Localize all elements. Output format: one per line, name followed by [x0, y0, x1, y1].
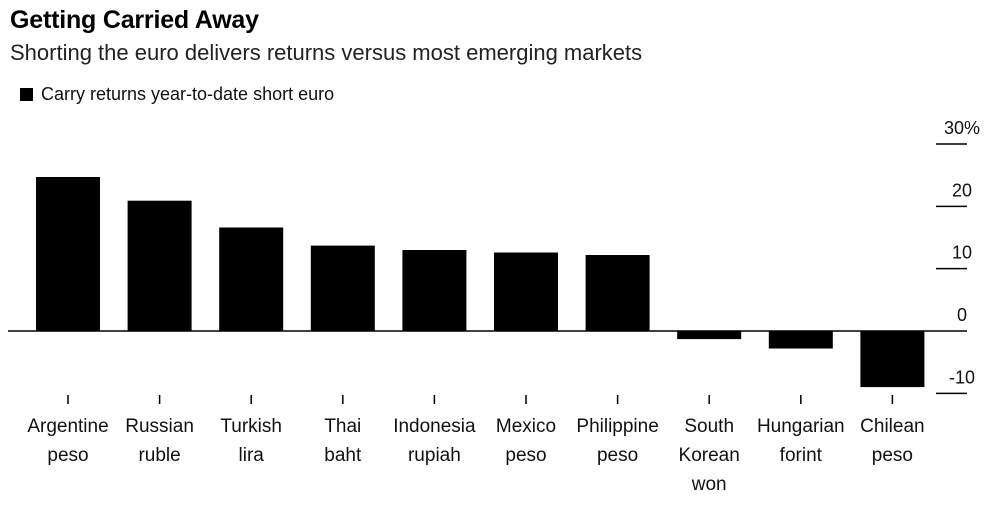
x-tick-label-line: Philippine [576, 416, 658, 437]
x-tick-label-line: Chilean [860, 416, 924, 437]
x-tick-label-2: Turkish lira [220, 416, 282, 466]
x-tick-label-9: Chilean peso [860, 416, 924, 466]
x-tick-label-line: Mexico [496, 416, 556, 437]
x-tick-label-5: Mexico peso [496, 416, 556, 466]
y-tick-label-1: 20 [952, 180, 972, 200]
chart-subtitle: Shorting the euro delivers returns versu… [10, 40, 643, 65]
x-tick-label-1: Russian ruble [125, 416, 194, 466]
chart-title: Getting Carried Away [10, 6, 259, 34]
x-tick-label-line: lira [239, 445, 265, 466]
x-axis: Argentine peso Russian ruble Turkish lira Thai… [27, 395, 925, 495]
x-tick-label-line: Hungarian [757, 416, 845, 437]
x-tick-label-line: peso [505, 445, 546, 466]
x-tick-label-6: Philippine peso [576, 416, 658, 466]
bar-7 [677, 331, 742, 340]
x-tick-label-line: Argentine [27, 416, 108, 437]
x-tick-label-line: South [684, 416, 734, 437]
chart-legend: Carry returns year-to-date short euro [20, 84, 334, 105]
y-tick-label-0: 30% [944, 118, 980, 138]
bar-5 [494, 252, 558, 331]
bar-2 [219, 227, 284, 331]
legend-label: Carry returns year-to-date short euro [41, 84, 335, 104]
x-tick-label-line: won [691, 474, 727, 495]
y-axis: 30% 20 10 0 -10 [936, 118, 980, 395]
legend-swatch [20, 88, 33, 101]
y-tick-label-4: -10 [949, 367, 975, 387]
x-tick-label-line: peso [872, 445, 913, 466]
x-tick-label-line: Korean [679, 445, 740, 466]
x-tick-label-3: Thai baht [324, 416, 362, 466]
x-tick-label-line: Turkish [220, 416, 282, 437]
x-tick-label-line: forint [780, 445, 823, 466]
bars-group [36, 177, 925, 388]
x-tick-label-line: Indonesia [393, 416, 476, 437]
x-tick-label-line: Thai [324, 416, 361, 437]
bar-4 [402, 250, 467, 331]
x-tick-label-line: baht [324, 445, 362, 466]
x-tick-label-line: rupiah [408, 445, 461, 466]
bar-0 [36, 177, 100, 331]
bar-6 [585, 255, 650, 331]
x-tick-label-line: peso [597, 445, 638, 466]
y-tick-label-3: 0 [957, 305, 967, 325]
y-tick-label-2: 10 [952, 243, 972, 263]
x-tick-label-line: peso [47, 445, 88, 466]
x-tick-label-line: Russian [125, 416, 194, 437]
bar-3 [310, 245, 375, 331]
bar-8 [768, 331, 833, 349]
bar-1 [127, 200, 192, 331]
x-tick-label-8: Hungarian forint [757, 416, 845, 466]
x-tick-label-4: Indonesia rupiah [393, 416, 476, 466]
x-tick-label-7: South Korean won [679, 416, 740, 495]
bar-9 [860, 331, 925, 388]
x-tick-label-0: Argentine peso [27, 416, 108, 466]
x-tick-label-line: ruble [138, 445, 180, 466]
